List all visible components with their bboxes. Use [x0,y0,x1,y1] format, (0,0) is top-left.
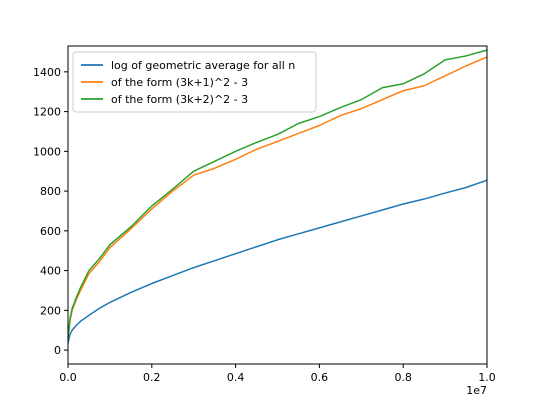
y-tick-label: 1000 [33,145,61,158]
x-tick-label: 1.0 [478,371,496,384]
y-tick-label: 800 [40,185,61,198]
x-axis: 0.0 0.2 0.4 0.6 0.8 1.0 [59,364,496,384]
x-tick-label: 0.4 [227,371,245,384]
y-tick-label: 600 [40,225,61,238]
legend-label: of the form (3k+2)^2 - 3 [111,93,248,106]
series-line-2 [67,56,488,339]
axes-frame [67,45,488,365]
y-tick-label: 400 [40,265,61,278]
y-tick-label: 1400 [33,66,61,79]
x-tick-label: 0.6 [311,371,329,384]
x-axis-offset-label: 1e7 [466,384,487,397]
y-tick-label: 1200 [33,106,61,119]
legend-label: of the form (3k+1)^2 - 3 [111,76,248,89]
series-line-1 [67,179,488,344]
legend-box [72,51,317,113]
y-axis: 0 200 400 600 800 1000 1200 1400 [33,66,68,357]
x-tick-label: 0.8 [394,371,412,384]
series-line-3 [67,49,488,339]
legend: log of geometric average for all n of the… [72,51,317,113]
y-tick-label: 200 [40,304,61,317]
legend-label: log of geometric average for all n [111,59,295,72]
y-tick-label: 0 [54,344,61,357]
x-tick-label: 0.0 [59,371,77,384]
x-tick-label: 0.2 [143,371,161,384]
series-layer [67,49,488,344]
